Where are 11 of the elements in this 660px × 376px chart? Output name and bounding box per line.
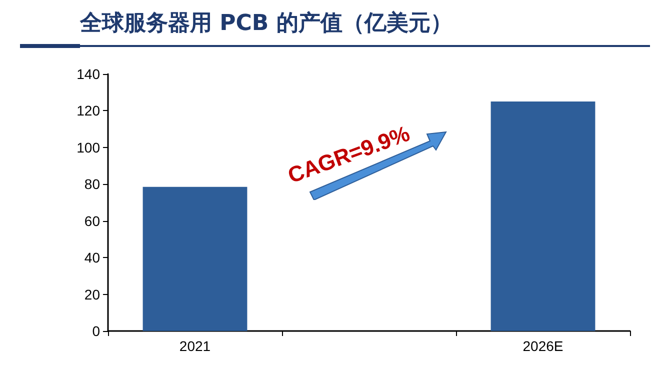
x-tick-label: 2026E <box>522 338 564 354</box>
y-tick-label: 120 <box>76 102 100 119</box>
chart-title: 全球服务器用 PCB 的产值（亿美元） <box>80 10 452 38</box>
x-tick-label: 2021 <box>179 338 211 354</box>
y-tick-label: 140 <box>76 66 100 82</box>
y-tick-label: 80 <box>84 176 100 192</box>
y-tick-label: 40 <box>84 250 100 266</box>
y-tick-label: 60 <box>84 212 100 229</box>
y-tick-label: 100 <box>76 139 100 156</box>
y-tick-label: 20 <box>84 286 100 302</box>
y-tick-label: 0 <box>92 323 100 339</box>
